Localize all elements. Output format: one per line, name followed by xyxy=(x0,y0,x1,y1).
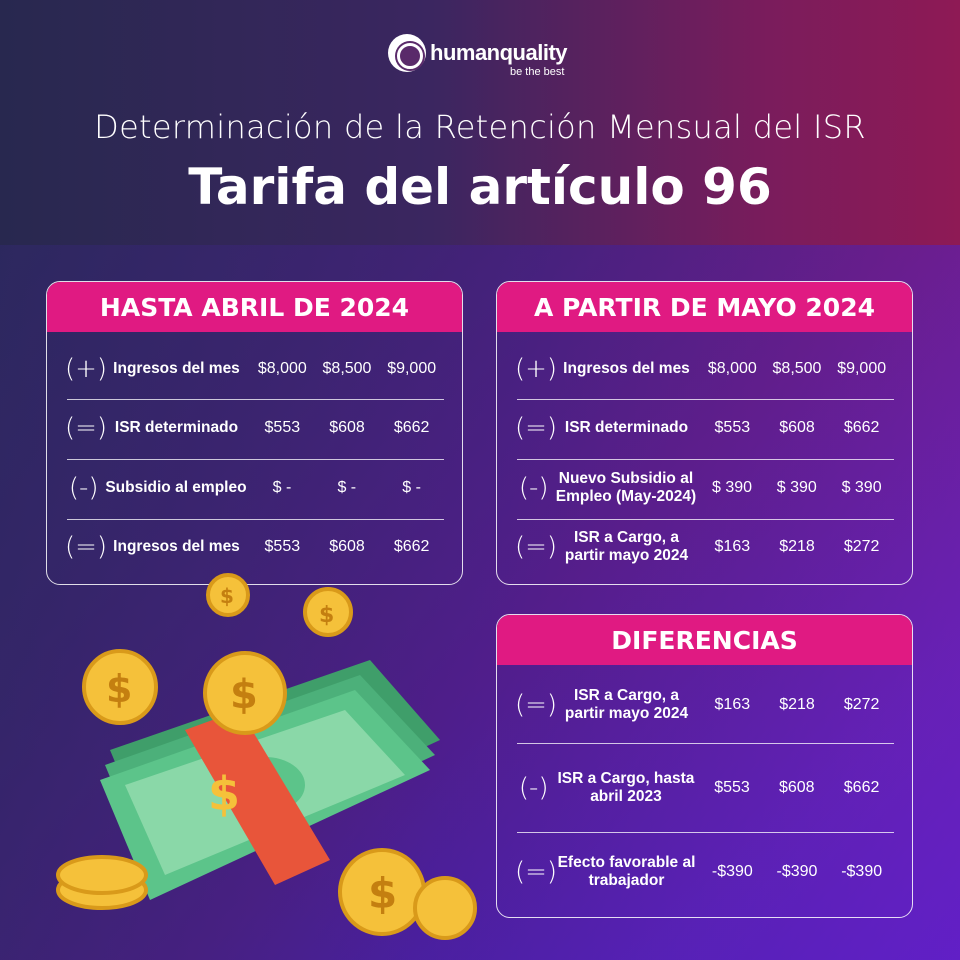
row-value: $8,000 xyxy=(707,360,757,377)
brand-name: humanquality xyxy=(430,40,568,65)
operator-sign: (=) xyxy=(515,690,558,720)
row-value: $662 xyxy=(843,419,880,436)
bill-band xyxy=(185,710,330,885)
coin xyxy=(56,573,477,940)
operator-sign: (=) xyxy=(515,857,558,887)
row-divider xyxy=(67,519,444,520)
row-label: Efecto favorable al trabajador xyxy=(557,854,696,889)
svg-text:$: $ xyxy=(368,869,397,918)
row-value: $218 xyxy=(779,696,815,713)
table-row: (=) ISR determinado $553 $608 $662 xyxy=(515,398,894,458)
row-divider xyxy=(517,399,894,400)
card-a-partir-mayo-2024: A PARTIR DE MAYO 2024 (+) Ingresos del m… xyxy=(496,281,913,585)
row-value: $608 xyxy=(778,779,815,796)
svg-text:$: $ xyxy=(106,667,132,711)
row-value: $8,500 xyxy=(772,360,822,377)
operator-sign: (-) xyxy=(518,473,549,503)
row-label: Ingresos del mes xyxy=(113,538,240,555)
row-value: $662 xyxy=(393,419,430,436)
row-value: $218 xyxy=(779,538,815,555)
row-value: $608 xyxy=(329,419,365,436)
table-row: (=) Ingresos del mes $553 $608 $662 xyxy=(65,517,444,577)
brand-tagline: be the best xyxy=(510,66,565,78)
table-row: (-) ISR a Cargo, hasta abril 2023 $553 $60… xyxy=(515,758,894,818)
table-row: (-) Subsidio al empleo $ - $ - $ - xyxy=(65,458,444,518)
row-value: $608 xyxy=(329,538,365,555)
card-hasta-abril-2024: HASTA ABRIL DE 2024 (+) Ingresos del mes… xyxy=(46,281,463,585)
row-label: Ingresos del mes xyxy=(113,360,240,377)
row-value: $163 xyxy=(714,538,751,555)
svg-text:$: $ xyxy=(319,603,334,628)
row-value: $272 xyxy=(843,538,880,555)
row-value: $608 xyxy=(779,419,815,436)
row-label: ISR a Cargo, a partir mayo 2024 xyxy=(564,529,689,564)
table-row: (=) ISR a Cargo, a partir mayo 2024 $163 $… xyxy=(515,517,894,577)
row-value: $272 xyxy=(843,696,880,713)
table-row: (+) Ingresos del mes $8,000 $8,500 $9,000 xyxy=(65,339,444,399)
brand-logo: humanquality xyxy=(388,34,568,72)
row-value: -$390 xyxy=(776,863,818,880)
row-value: $ 390 xyxy=(776,479,817,496)
svg-text:$: $ xyxy=(230,672,258,718)
operator-sign: (=) xyxy=(515,532,558,562)
header-band xyxy=(0,0,960,245)
row-label: ISR a Cargo, a partir mayo 2024 xyxy=(564,687,689,722)
logo-icon xyxy=(388,34,426,72)
card-title: A PARTIR DE MAYO 2024 xyxy=(497,282,912,332)
table-row: (=) Efecto favorable al trabajador -$390 -… xyxy=(515,842,894,902)
row-divider xyxy=(67,399,444,400)
row-value: $8,000 xyxy=(257,360,307,377)
operator-sign: (+) xyxy=(65,354,108,384)
row-value: $8,500 xyxy=(322,360,372,377)
row-value: $ - xyxy=(272,479,292,496)
row-divider xyxy=(517,832,894,833)
row-label: Nuevo Subsidio al Empleo (May-2024) xyxy=(555,470,697,505)
svg-text:$: $ xyxy=(220,584,234,608)
row-divider xyxy=(517,459,894,460)
row-label: Ingresos del mes xyxy=(563,360,690,377)
row-value: $9,000 xyxy=(387,360,437,377)
row-value: $553 xyxy=(264,419,301,436)
row-value: $ 390 xyxy=(841,479,882,496)
row-value: -$390 xyxy=(841,863,883,880)
row-divider xyxy=(67,459,444,460)
row-value: -$390 xyxy=(711,863,753,880)
row-label: ISR determinado xyxy=(114,419,239,436)
card-diferencias: DIFERENCIAS (=) ISR a Cargo, a partir ma… xyxy=(496,614,913,918)
row-value: $163 xyxy=(714,696,751,713)
page-title: Tarifa del artículo 96 xyxy=(188,158,772,216)
row-value: $ - xyxy=(402,479,421,496)
row-value: $662 xyxy=(843,779,880,796)
table-row: (=) ISR a Cargo, a partir mayo 2024 $163 $… xyxy=(515,675,894,735)
row-value: $9,000 xyxy=(837,360,887,377)
operator-sign: (=) xyxy=(65,532,108,562)
table-row: (+) Ingresos del mes $8,000 $8,500 $9,000 xyxy=(515,339,894,399)
row-label: ISR a Cargo, hasta abril 2023 xyxy=(557,770,695,805)
money-illustration: $ $ $ $ $ $ xyxy=(56,573,477,940)
table-row: (-) Nuevo Subsidio al Empleo (May-2024) $… xyxy=(515,458,894,518)
operator-sign: (-) xyxy=(518,773,549,803)
row-value: $662 xyxy=(393,538,430,555)
operator-sign: (+) xyxy=(515,354,558,384)
row-label: Subsidio al empleo xyxy=(105,479,247,496)
card-title: HASTA ABRIL DE 2024 xyxy=(47,282,462,332)
page-subtitle: Determinación de la Retención Mensual de… xyxy=(94,108,866,146)
row-value: $ 390 xyxy=(711,479,753,496)
operator-sign: (=) xyxy=(65,413,108,443)
table-row: (=) ISR determinado $553 $608 $662 xyxy=(65,398,444,458)
row-value: $553 xyxy=(264,538,301,555)
operator-sign: (=) xyxy=(515,413,558,443)
row-value: $553 xyxy=(714,419,751,436)
row-value: $ - xyxy=(337,479,357,496)
row-value: $553 xyxy=(714,779,750,796)
row-divider xyxy=(517,743,894,744)
row-divider xyxy=(517,519,894,520)
row-label: ISR determinado xyxy=(564,419,689,436)
operator-sign: (-) xyxy=(68,473,99,503)
card-title: DIFERENCIAS xyxy=(497,615,912,665)
svg-text:$: $ xyxy=(208,767,240,821)
